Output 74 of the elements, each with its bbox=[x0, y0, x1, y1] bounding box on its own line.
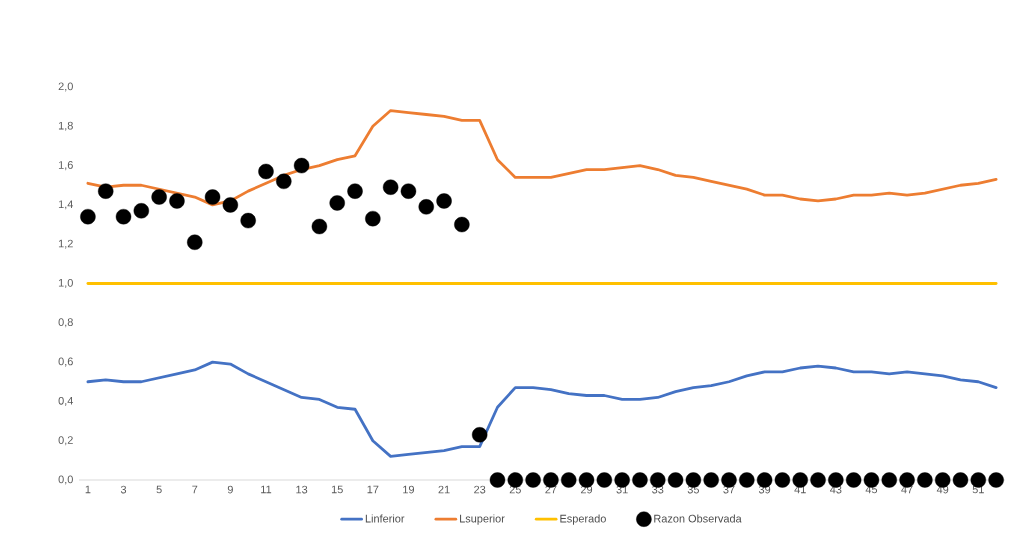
legend-label: Esperado bbox=[560, 514, 606, 525]
point bbox=[703, 472, 719, 488]
point bbox=[187, 234, 203, 250]
x-tick-label: 5 bbox=[156, 485, 162, 494]
y-tick-label: 0,4 bbox=[58, 396, 74, 406]
point bbox=[561, 472, 577, 488]
y-tick-label: 1,6 bbox=[58, 161, 73, 171]
y-tick-label: 1,8 bbox=[58, 121, 73, 131]
point bbox=[454, 216, 470, 233]
point bbox=[471, 427, 488, 443]
x-tick-label: 17 bbox=[367, 485, 379, 494]
point bbox=[881, 472, 897, 488]
point bbox=[578, 472, 595, 488]
point bbox=[739, 472, 755, 488]
y-tick-label: 2,0 bbox=[58, 82, 73, 92]
y-tick-label: 0,2 bbox=[58, 436, 73, 446]
point bbox=[276, 173, 292, 190]
y-tick-label: 1,0 bbox=[58, 278, 73, 289]
x-tick-label: 15 bbox=[331, 485, 343, 494]
point bbox=[525, 472, 541, 488]
y-tick-label: 0,8 bbox=[58, 318, 73, 328]
point bbox=[810, 472, 826, 488]
point bbox=[596, 472, 613, 488]
x-tick-label: 21 bbox=[438, 485, 450, 494]
point bbox=[400, 183, 417, 199]
x-tick-label: 1 bbox=[85, 485, 91, 494]
legend-label: Linferior bbox=[365, 514, 405, 523]
point bbox=[258, 163, 274, 180]
x-tick-label: 11 bbox=[261, 485, 272, 494]
point bbox=[756, 472, 773, 488]
point bbox=[151, 189, 167, 205]
legend-label: Lsuperior bbox=[460, 514, 505, 525]
x-tick-label: 7 bbox=[192, 485, 198, 494]
point bbox=[917, 472, 933, 488]
y-tick-label: 0,0 bbox=[58, 475, 73, 485]
point bbox=[792, 472, 808, 488]
point bbox=[489, 472, 506, 488]
point bbox=[667, 472, 684, 488]
x-tick-label: 3 bbox=[120, 485, 127, 494]
point bbox=[382, 179, 399, 195]
point bbox=[365, 210, 381, 227]
point bbox=[169, 193, 185, 209]
point bbox=[828, 472, 844, 488]
point bbox=[222, 197, 239, 213]
point bbox=[436, 193, 452, 209]
point bbox=[774, 472, 791, 488]
point bbox=[952, 472, 969, 488]
legend-label: Razon Observada bbox=[654, 514, 742, 523]
point bbox=[650, 472, 666, 488]
point bbox=[293, 157, 310, 174]
point bbox=[614, 472, 630, 488]
point bbox=[845, 472, 862, 488]
point bbox=[133, 203, 150, 219]
y-tick-label: 1,2 bbox=[58, 239, 73, 249]
point bbox=[934, 472, 951, 488]
point bbox=[418, 199, 434, 215]
point bbox=[329, 195, 345, 211]
x-tick-label: 23 bbox=[474, 485, 486, 494]
point bbox=[115, 208, 132, 225]
x-tick-label: 13 bbox=[296, 485, 308, 494]
point bbox=[311, 218, 328, 235]
x-tick-label: 9 bbox=[227, 485, 233, 494]
point bbox=[685, 472, 702, 488]
y-tick-label: 1,4 bbox=[58, 200, 74, 210]
point bbox=[632, 472, 648, 488]
point bbox=[98, 183, 114, 199]
x-tick-label: 19 bbox=[403, 485, 415, 494]
point bbox=[507, 472, 523, 488]
point bbox=[988, 472, 1004, 488]
point bbox=[204, 189, 221, 205]
point bbox=[80, 208, 96, 225]
point bbox=[240, 212, 256, 229]
y-tick-label: 0,6 bbox=[58, 357, 73, 367]
point bbox=[347, 183, 363, 199]
